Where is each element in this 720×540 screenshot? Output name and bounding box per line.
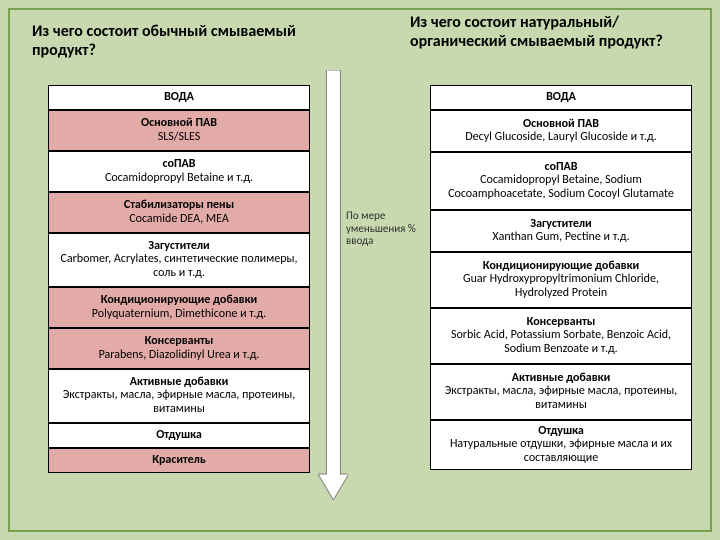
table-row: Основной ПАВDecyl Glucoside, Lauryl Gluc… [430, 110, 692, 152]
table-row: ВОДА [430, 85, 692, 110]
table-row: КонсервантыParabens, Diazolidinyl Urea и… [48, 328, 310, 369]
row-title: ВОДА [164, 91, 194, 104]
row-title: соПАВ [162, 158, 195, 171]
row-subtitle: Polyquaternium, Dimethicone и т.д. [92, 308, 266, 321]
table-row: Краситель [48, 448, 310, 473]
row-title: ВОДА [546, 91, 576, 104]
arrow-down [318, 70, 349, 505]
row-subtitle: Sorbic Acid, Potassium Sorbate, Benzoic … [435, 329, 687, 355]
table-row: ЗагустителиXanthan Gum, Pectine и т.д. [430, 210, 692, 252]
slide: Из чего состоит обычный смываемый продук… [0, 0, 720, 540]
row-subtitle: SLS/SLES [158, 131, 201, 144]
heading-right: Из чего состоит натуральный/органический… [410, 13, 700, 51]
table-row: Кондиционирующие добавкиGuar Hydroxyprop… [430, 252, 692, 308]
table-row: Активные добавкиЭкстракты, масла, эфирны… [48, 369, 310, 423]
row-title: Краситель [152, 454, 206, 467]
table-row: ОтдушкаНатуральные отдушки, эфирные масл… [430, 420, 692, 470]
row-title: Отдушка [156, 429, 202, 442]
row-subtitle: Cocamidopropyl Betaine, Sodium Cocoampho… [435, 174, 687, 200]
row-title: Стабилизаторы пены [124, 199, 234, 212]
table-row: Активные добавкиЭкстракты, масла, эфирны… [430, 364, 692, 420]
table-row: Кондиционирующие добавкиPolyquaternium, … [48, 287, 310, 328]
row-subtitle: Parabens, Diazolidinyl Urea и т.д. [99, 349, 260, 362]
table-row: КонсервантыSorbic Acid, Potassium Sorbat… [430, 308, 692, 364]
row-subtitle: Экстракты, масла, эфирные масла, протеин… [435, 385, 687, 411]
table-conventional: ВОДАОсновной ПАВSLS/SLESсоПАВCocamidopro… [48, 85, 310, 473]
arrow-label: По мере уменьшения % ввода [346, 210, 426, 248]
table-row: ВОДА [48, 85, 310, 110]
row-subtitle: Guar Hydroxypropyltrimonium Chloride, Hy… [435, 273, 687, 299]
row-subtitle: Cocamidopropyl Betaine и т.д. [105, 172, 253, 185]
row-title: Основной ПАВ [141, 117, 217, 130]
table-row: соПАВCocamidopropyl Betaine и т.д. [48, 151, 310, 192]
table-row: ЗагустителиCarbomer, Acrylates, синтетич… [48, 233, 310, 287]
row-subtitle: Carbomer, Acrylates, синтетические полим… [53, 253, 305, 279]
table-row: Основной ПАВSLS/SLES [48, 110, 310, 151]
inner-frame: Из чего состоит обычный смываемый продук… [8, 8, 712, 532]
row-subtitle: Экстракты, масла, эфирные масла, протеин… [53, 389, 305, 415]
row-subtitle: Xanthan Gum, Pectine и т.д. [492, 231, 629, 244]
row-title: Кондиционирующие добавки [101, 294, 257, 307]
heading-left: Из чего состоит обычный смываемый продук… [32, 22, 302, 60]
row-subtitle: Натуральные отдушки, эфирные масла и их … [435, 438, 687, 464]
row-subtitle: Decyl Glucoside, Lauryl Glucoside и т.д. [465, 131, 656, 144]
row-subtitle: Cocamide DEA, MEA [129, 213, 229, 226]
row-title: Консерванты [145, 335, 214, 348]
table-row: Отдушка [48, 423, 310, 448]
table-row: Стабилизаторы пеныCocamide DEA, MEA [48, 192, 310, 233]
table-natural: ВОДА Основной ПАВDecyl Glucoside, Lauryl … [430, 85, 692, 470]
table-row: соПАВCocamidopropyl Betaine, Sodium Coco… [430, 152, 692, 210]
